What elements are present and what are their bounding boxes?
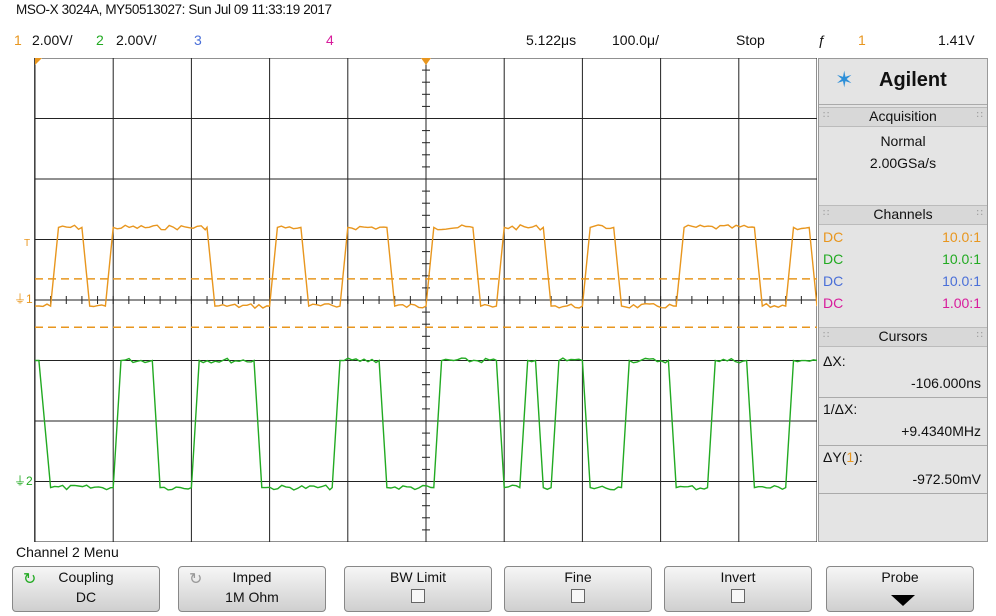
divider — [819, 445, 987, 446]
ch2-ground-marker: ⏚2 — [14, 474, 33, 488]
invert-checkbox[interactable] — [731, 589, 745, 603]
bw-limit-softkey[interactable]: BW Limit — [344, 566, 492, 612]
grip-icon: ∷ — [823, 208, 830, 219]
acquisition-header[interactable]: ∷ Acquisition ∷ — [819, 107, 987, 127]
dx-label-row: ΔX: — [823, 353, 846, 369]
submenu-arrow-icon — [891, 595, 915, 606]
agilent-spark-icon: ✶ — [835, 67, 854, 92]
trigger-level[interactable]: 1.41V — [938, 32, 975, 48]
bw-limit-checkbox[interactable] — [411, 589, 425, 603]
side-panel: ✶ Agilent ∷ Acquisition ∷ Normal 2.00GSa… — [818, 58, 988, 542]
channel-row-4[interactable]: DC 1.00:1 — [823, 295, 981, 311]
ch1-label[interactable]: 1 — [14, 32, 22, 48]
brand-name: Agilent — [879, 69, 947, 91]
trigger-level-marker: T — [24, 238, 31, 249]
left-edge-icon — [35, 58, 42, 65]
waveform-ch1 — [35, 224, 817, 310]
ground-icon: ⏚ — [14, 474, 27, 488]
grip-icon: ∷ — [976, 330, 983, 341]
impedance-softkey[interactable]: ↻ Imped 1M Ohm — [178, 566, 326, 612]
ch1-scale[interactable]: 2.00V/ — [32, 32, 73, 48]
waveform-svg — [35, 58, 817, 542]
time-scale: 100.0μ/ — [612, 32, 659, 48]
ch2-scale[interactable]: 2.00V/ — [116, 32, 157, 48]
window-title: MSO-X 3024A, MY50513027: Sun Jul 09 11:3… — [16, 2, 332, 17]
trigger-edge-icon: ƒ — [818, 32, 826, 48]
run-state: Stop — [736, 32, 765, 48]
grip-icon: ∷ — [823, 330, 830, 341]
waveform-ch2 — [35, 357, 817, 491]
coupling-softkey[interactable]: ↻ Coupling DC — [12, 566, 160, 612]
inv-dx-label-row: 1/ΔX: — [823, 401, 858, 417]
channel-row-3[interactable]: DC 10.0:1 — [823, 273, 981, 289]
grip-icon: ∷ — [823, 110, 830, 121]
ch2-label[interactable]: 2 — [96, 32, 104, 48]
waveform-display[interactable] — [34, 58, 817, 542]
channel-row-2[interactable]: DC 10.0:1 — [823, 251, 981, 267]
trigger-channel: 1 — [858, 32, 866, 48]
inv-dx-value-row: +9.4340MHz — [901, 423, 981, 439]
ch3-label[interactable]: 3 — [194, 32, 202, 48]
rotate-knob-icon: ↻ — [23, 571, 37, 588]
trigger-position-icon — [421, 58, 431, 65]
channels-header[interactable]: ∷ Channels ∷ — [819, 205, 987, 225]
acq-mode: Normal — [880, 133, 926, 149]
probe-softkey[interactable]: Probe — [826, 566, 974, 612]
rotate-knob-icon: ↻ — [189, 571, 203, 588]
divider — [819, 397, 987, 398]
divider — [819, 493, 987, 494]
brand: ✶ Agilent — [819, 59, 987, 105]
dx-value-row: -106.000ns — [910, 375, 981, 391]
invert-softkey[interactable]: Invert — [664, 566, 812, 612]
dy-label-row: ΔY(1): — [823, 449, 863, 465]
ch1-ground-marker: ⏚1 — [14, 292, 33, 306]
channel-row-1[interactable]: DC 10.0:1 — [823, 229, 981, 245]
grip-icon: ∷ — [976, 110, 983, 121]
acq-rate: 2.00GSa/s — [869, 155, 937, 171]
dy-value-row: -972.50mV — [912, 471, 981, 487]
ground-icon: ⏚ — [14, 292, 27, 306]
ch4-label[interactable]: 4 — [326, 32, 334, 48]
grip-icon: ∷ — [976, 208, 983, 219]
channel-bar: 1 2.00V/ 2 2.00V/ 3 4 5.122μs 100.0μ/ St… — [0, 32, 996, 52]
cursors-header[interactable]: ∷ Cursors ∷ — [819, 327, 987, 347]
fine-checkbox[interactable] — [571, 589, 585, 603]
menu-title: Channel 2 Menu — [16, 544, 119, 560]
time-offset: 5.122μs — [526, 32, 577, 48]
fine-softkey[interactable]: Fine — [504, 566, 652, 612]
